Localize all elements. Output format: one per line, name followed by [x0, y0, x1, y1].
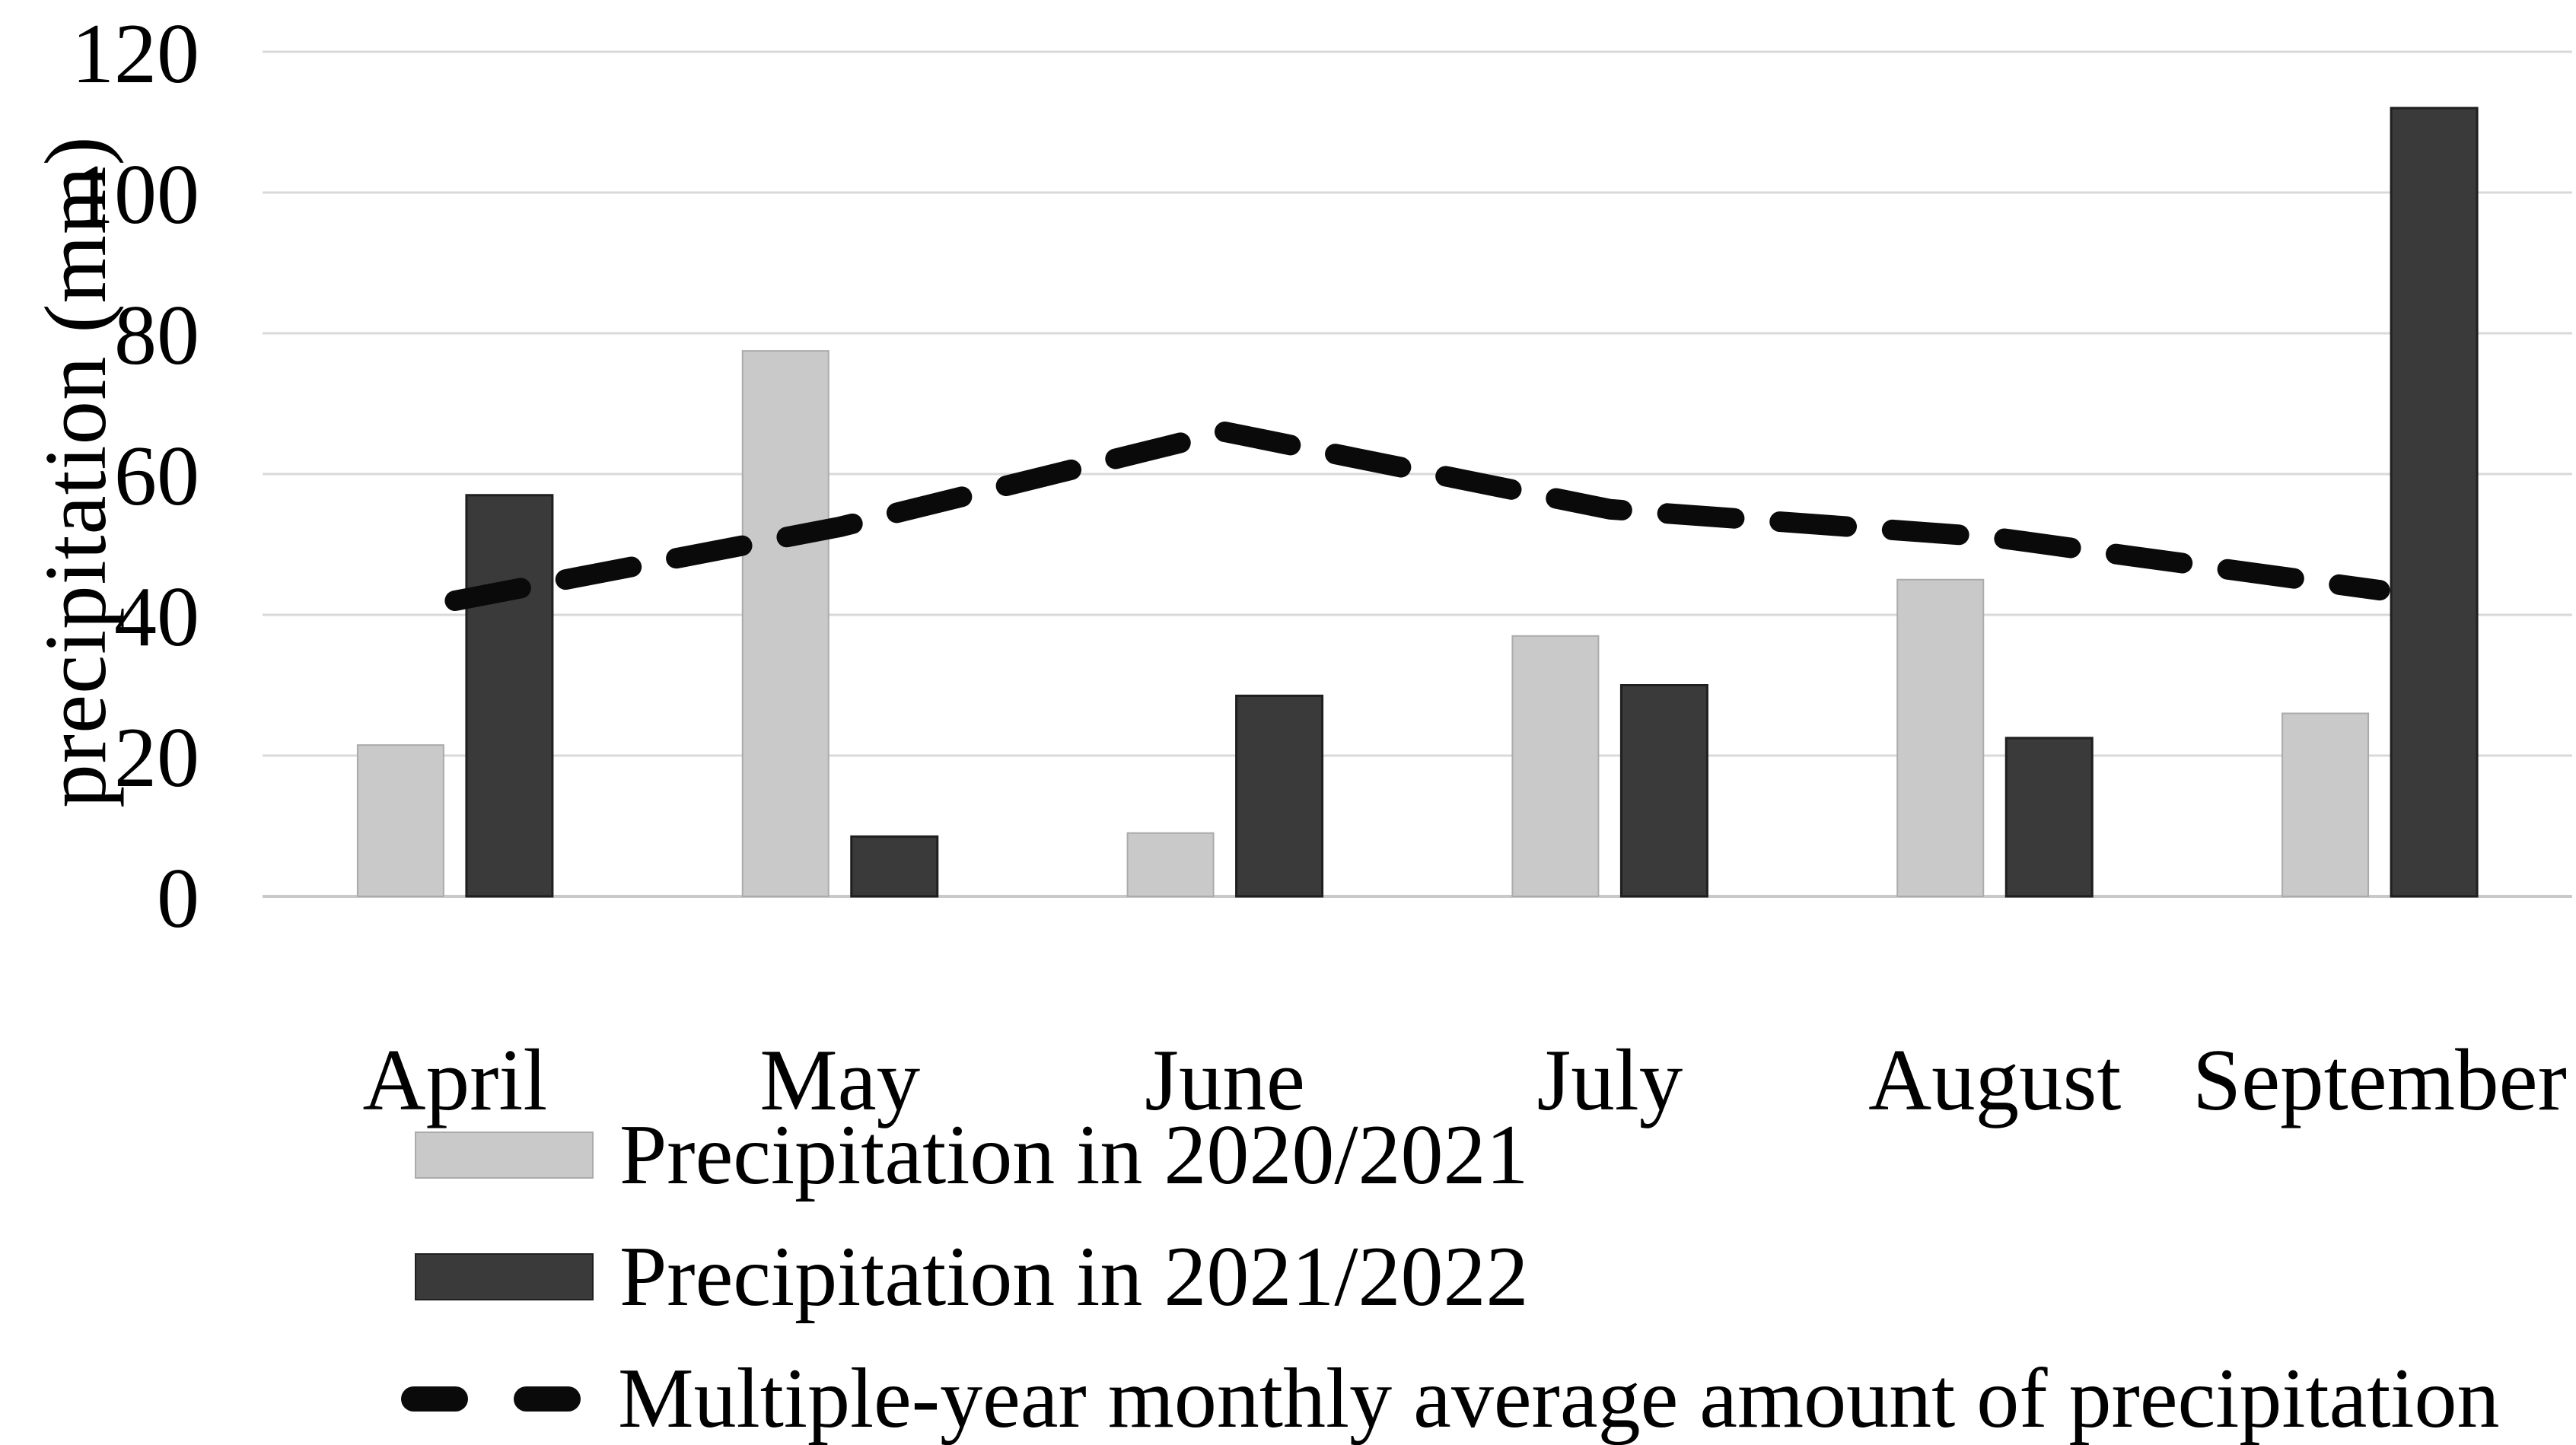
- x-axis-label-may: May: [759, 1032, 920, 1128]
- bar-precipitation-in-2021-2022-may: [850, 835, 939, 898]
- x-axis-label-june: June: [1145, 1032, 1305, 1128]
- y-tick-label-100: 100: [72, 148, 199, 242]
- x-axis-label-august: August: [1868, 1032, 2121, 1128]
- legend-label-average-line: Multiple-year monthly average amount of …: [618, 1351, 2500, 1445]
- bar-precipitation-in-2020-2021-july: [1511, 635, 1600, 897]
- bar-precipitation-in-2021-2022-april: [465, 494, 554, 898]
- y-tick-label-120: 120: [72, 7, 199, 101]
- bar-precipitation-in-2021-2022-june: [1235, 694, 1324, 898]
- legend-item-2021-2022: Precipitation in 2021/2022: [401, 1230, 1529, 1324]
- y-tick-label-80: 80: [114, 288, 199, 383]
- y-tick-label-40: 40: [114, 570, 199, 664]
- legend-label-2021-2022: Precipitation in 2021/2022: [619, 1229, 1529, 1324]
- y-tick-label-20: 20: [114, 711, 199, 805]
- bar-precipitation-in-2020-2021-august: [1896, 578, 1985, 897]
- y-tick-label-60: 60: [114, 429, 199, 524]
- x-axis-label-july: July: [1537, 1032, 1683, 1128]
- x-axis-label-april: April: [363, 1032, 548, 1128]
- bar-precipitation-in-2020-2021-september: [2281, 712, 2370, 897]
- y-tick-label-0: 0: [157, 851, 199, 946]
- x-axis-label-september: September: [2192, 1032, 2567, 1128]
- chart-plot-area: 0 20 40 60 80 100 120 April May June July August Sep…: [72, 7, 2572, 1128]
- legend-dashed-line-marker: [401, 1386, 581, 1412]
- bar-precipitation-in-2020-2021-april: [356, 744, 444, 897]
- average-precipitation-dashed-line: [444, 422, 2390, 611]
- bar-precipitation-in-2021-2022-july: [1619, 684, 1708, 898]
- bar-precipitation-in-2021-2022-september: [2390, 107, 2479, 898]
- bar-precipitation-in-2020-2021-may: [741, 350, 829, 897]
- legend-swatch-2021-2022: [415, 1253, 594, 1300]
- legend-item-average-line: Multiple-year monthly average amount of …: [401, 1351, 2500, 1445]
- bar-precipitation-in-2021-2022-august: [2004, 737, 2094, 898]
- bar-precipitation-in-2020-2021-june: [1126, 832, 1215, 897]
